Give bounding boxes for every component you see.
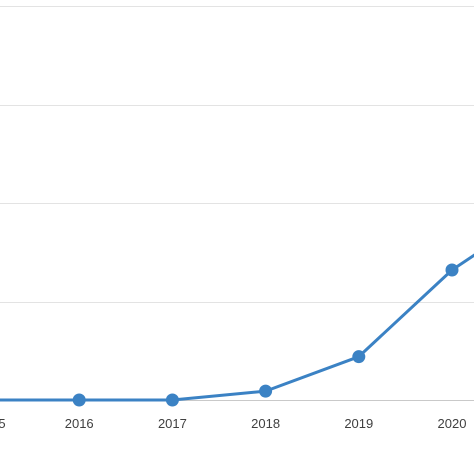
series-line bbox=[0, 253, 474, 402]
series-layer bbox=[0, 253, 474, 407]
gridlines bbox=[0, 6, 474, 303]
x-tick-label: 2018 bbox=[251, 416, 280, 431]
data-point[interactable] bbox=[352, 350, 366, 364]
x-tick-label: 5 bbox=[0, 416, 6, 431]
x-tick-label: 2017 bbox=[158, 416, 187, 431]
data-point[interactable] bbox=[445, 263, 459, 277]
data-point[interactable] bbox=[259, 384, 273, 398]
x-tick-label: 2020 bbox=[438, 416, 467, 431]
x-tick-label: 2016 bbox=[65, 416, 94, 431]
data-point[interactable] bbox=[165, 393, 179, 407]
x-tick-labels: 5 2016 2017 2018 2019 2020 bbox=[0, 416, 466, 431]
x-tick-label: 2019 bbox=[344, 416, 373, 431]
data-point[interactable] bbox=[72, 393, 86, 407]
